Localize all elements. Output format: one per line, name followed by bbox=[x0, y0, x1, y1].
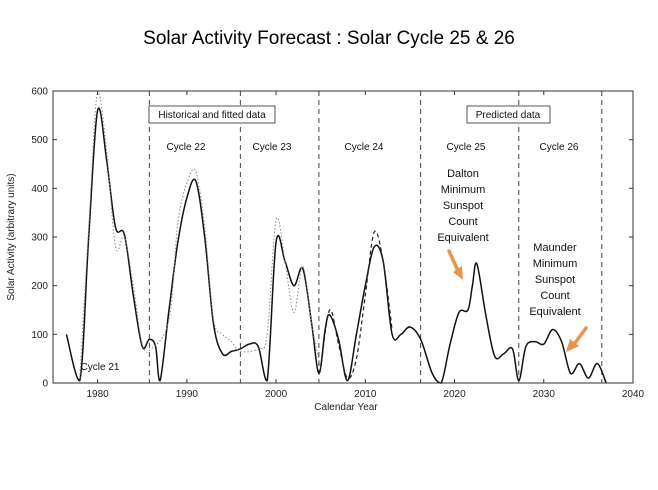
maunder-line-4: Count bbox=[540, 290, 569, 302]
x-tick-label: 2000 bbox=[265, 389, 288, 400]
x-tick-label: 1980 bbox=[86, 389, 109, 400]
y-tick-label: 400 bbox=[31, 184, 48, 195]
dalton-line-4: Count bbox=[448, 216, 477, 228]
predicted-label-box bbox=[466, 105, 551, 124]
maunder-line-1: Maunder bbox=[533, 242, 577, 254]
dalton-line-2: Minimum bbox=[441, 184, 486, 196]
cycle-label-22: Cycle 22 bbox=[167, 142, 206, 153]
y-tick-label: 500 bbox=[31, 135, 48, 146]
series-group bbox=[65, 90, 607, 384]
dalton-arrow bbox=[447, 249, 463, 280]
dalton-line-5: Equivalent bbox=[437, 232, 488, 244]
maunder-line-2: Minimum bbox=[533, 258, 578, 270]
dalton-line-3: Sunspot bbox=[443, 200, 483, 212]
x-tick-label: 1990 bbox=[176, 389, 199, 400]
maunder-line-5: Equivalent bbox=[529, 306, 580, 318]
maunder-line-3: Sunspot bbox=[535, 274, 575, 286]
chart-title: Solar Activity Forecast : Solar Cycle 25… bbox=[143, 28, 515, 49]
historical-label: Historical and fitted data bbox=[158, 110, 266, 121]
cycle-label-25: Cycle 25 bbox=[447, 142, 486, 153]
x-tick-label: 2020 bbox=[443, 389, 466, 400]
x-tick-label: 2040 bbox=[622, 389, 645, 400]
series-line-solid bbox=[65, 107, 607, 384]
series-line-dashed bbox=[320, 230, 393, 380]
x-tick-label: 2010 bbox=[354, 389, 377, 400]
series-line-dotted bbox=[79, 90, 322, 379]
maunder-arrow bbox=[566, 326, 588, 352]
cycle-label-21: Cycle 21 bbox=[81, 362, 120, 373]
y-tick-label: 300 bbox=[31, 233, 48, 244]
x-tick-label: 2030 bbox=[533, 389, 556, 400]
y-tick-label: 600 bbox=[31, 87, 48, 98]
dalton-annotation: Dalton Minimum Sunspot Count Equivalent bbox=[437, 168, 488, 244]
maunder-annotation: Maunder Minimum Sunspot Count Equivalent bbox=[529, 242, 580, 318]
y-tick-label: 0 bbox=[42, 379, 48, 390]
dalton-line-1: Dalton bbox=[447, 168, 479, 180]
y-tick-label: 200 bbox=[31, 281, 48, 292]
predicted-label: Predicted data bbox=[476, 110, 541, 121]
cycle-label-24: Cycle 24 bbox=[345, 142, 384, 153]
historical-label-box bbox=[148, 105, 276, 124]
x-axis-label: Calendar Year bbox=[314, 402, 378, 413]
cycle-label-23: Cycle 23 bbox=[253, 142, 292, 153]
y-tick-label: 100 bbox=[31, 330, 48, 341]
cycle-label-26: Cycle 26 bbox=[540, 142, 579, 153]
separators-group bbox=[148, 91, 603, 383]
y-axis-label: Solar Activity (arbitrary units) bbox=[6, 173, 17, 300]
ticks-group: 1980 1990 2000 2010 2020 2030 2040 0 100 200 300 40… bbox=[31, 87, 644, 401]
